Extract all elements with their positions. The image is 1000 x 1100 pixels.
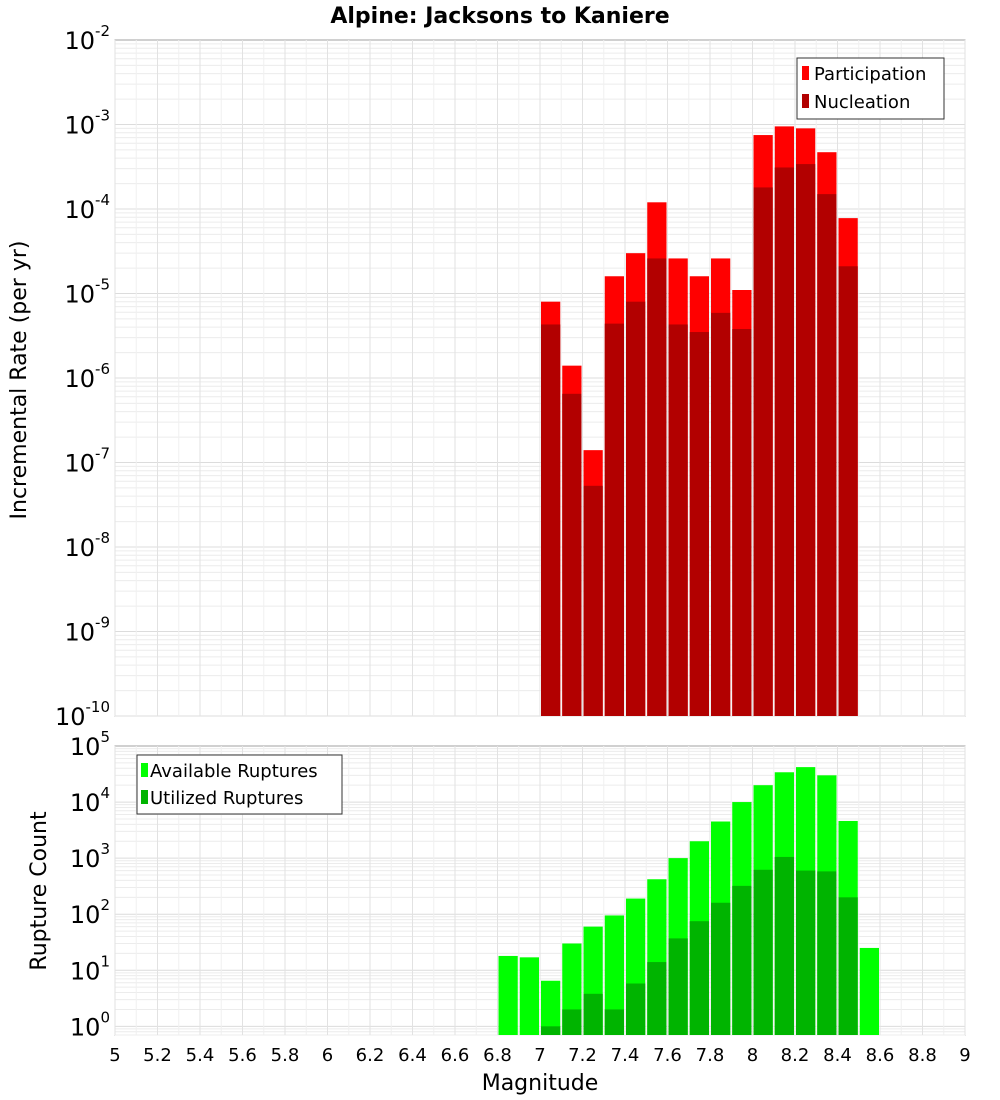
legend-label-available: Available Ruptures bbox=[150, 761, 318, 782]
rate-y-tick-label: 10-7 bbox=[64, 445, 110, 478]
x-tick-label: 5 bbox=[109, 1045, 120, 1066]
legend-label-nucleation: Nucleation bbox=[814, 92, 910, 113]
rate-bars bbox=[541, 126, 858, 717]
legend-swatch-available bbox=[141, 763, 148, 777]
rate-bar-nucleation bbox=[711, 312, 731, 716]
count-bar-available-ruptures bbox=[859, 947, 879, 1035]
rate-y-tick-label: 10-6 bbox=[64, 360, 110, 393]
count-bar-utilized-ruptures bbox=[626, 983, 646, 1035]
count-bar-available-ruptures bbox=[519, 957, 539, 1035]
count-bar-utilized-ruptures bbox=[668, 938, 688, 1035]
x-tick-label: 8.2 bbox=[781, 1045, 810, 1066]
rate-bar-nucleation bbox=[689, 332, 709, 716]
count-bar-utilized-ruptures bbox=[604, 1009, 624, 1035]
legend-swatch-nucleation bbox=[802, 94, 809, 108]
count-legend-box bbox=[136, 754, 343, 815]
count-bar-available-ruptures bbox=[604, 915, 624, 1035]
rate-y-tick-label: 10-8 bbox=[64, 529, 110, 562]
count-bar-utilized-ruptures bbox=[838, 897, 858, 1035]
count-y-tick-label: 101 bbox=[70, 952, 110, 985]
x-tick-label: 7.2 bbox=[568, 1045, 597, 1066]
count-panel: 100 101 102 103 104 105 Rupture Count Availab… bbox=[27, 728, 966, 1041]
x-tick-label: 6.2 bbox=[356, 1045, 385, 1066]
count-y-tick-label: 102 bbox=[70, 896, 110, 929]
rate-y-tick-label: 10-5 bbox=[64, 276, 110, 309]
x-tick-label: 8.4 bbox=[823, 1045, 852, 1066]
rate-y-axis-label: Incremental Rate (per yr) bbox=[7, 241, 32, 520]
count-bars bbox=[498, 767, 879, 1035]
count-bar-utilized-ruptures bbox=[774, 856, 794, 1035]
count-y-tick-label: 104 bbox=[70, 784, 110, 817]
count-bar-available-ruptures bbox=[498, 955, 518, 1035]
x-tick-label: 7.8 bbox=[696, 1045, 725, 1066]
x-tick-label: 9 bbox=[959, 1045, 970, 1066]
legend-label-participation: Participation bbox=[814, 64, 926, 85]
rate-bar-nucleation bbox=[626, 301, 646, 716]
rate-bar-nucleation bbox=[774, 167, 794, 717]
count-bar-utilized-ruptures bbox=[753, 869, 773, 1035]
rate-y-tick-label: 10-2 bbox=[64, 22, 110, 55]
count-bar-utilized-ruptures bbox=[796, 870, 816, 1035]
rate-y-tick-label: 10-3 bbox=[64, 107, 110, 140]
legend-swatch-utilized bbox=[141, 790, 148, 804]
rate-bar-nucleation bbox=[604, 323, 624, 716]
rate-y-tick-label: 10-10 bbox=[55, 698, 110, 731]
rate-bar-nucleation bbox=[732, 329, 752, 716]
count-y-tick-label: 103 bbox=[70, 840, 110, 873]
count-bar-utilized-ruptures bbox=[732, 885, 752, 1035]
x-tick-label: 7 bbox=[534, 1045, 545, 1066]
count-y-ticks: 100 101 102 103 104 105 bbox=[70, 728, 110, 1041]
rate-bar-nucleation bbox=[562, 393, 582, 716]
legend-label-utilized: Utilized Ruptures bbox=[150, 788, 303, 809]
rate-bar-nucleation bbox=[838, 266, 858, 716]
x-tick-label: 8 bbox=[747, 1045, 758, 1066]
x-tick-label: 6.8 bbox=[483, 1045, 512, 1066]
x-tick-label: 6 bbox=[322, 1045, 333, 1066]
rate-bar-nucleation bbox=[753, 187, 773, 717]
x-tick-label: 6.4 bbox=[398, 1045, 427, 1066]
count-bar-utilized-ruptures bbox=[647, 962, 667, 1035]
x-tick-label: 8.6 bbox=[866, 1045, 895, 1066]
count-bar-utilized-ruptures bbox=[817, 871, 837, 1035]
rate-bar-nucleation bbox=[817, 194, 837, 716]
x-tick-label: 7.4 bbox=[611, 1045, 640, 1066]
rate-y-tick-label: 10-4 bbox=[64, 191, 110, 224]
rate-bar-nucleation bbox=[668, 324, 688, 716]
x-axis-label: Magnitude bbox=[482, 1071, 599, 1096]
rate-legend: Participation Nucleation bbox=[796, 57, 945, 120]
count-y-axis-label: Rupture Count bbox=[27, 811, 52, 971]
x-tick-label: 5.4 bbox=[186, 1045, 215, 1066]
count-bar-utilized-ruptures bbox=[562, 1009, 582, 1035]
legend-swatch-participation bbox=[802, 66, 809, 80]
count-y-tick-label: 100 bbox=[70, 1008, 110, 1041]
count-y-tick-label: 105 bbox=[70, 728, 110, 761]
count-bar-utilized-ruptures bbox=[541, 1026, 561, 1035]
rate-legend-box bbox=[796, 57, 945, 120]
rate-y-ticks: 10-10 10-9 10-8 10-7 10-6 10-5 10-4 10-3 10-2 bbox=[55, 22, 110, 731]
count-legend: Available Ruptures Utilized Ruptures bbox=[136, 754, 343, 815]
rate-y-tick-label: 10-9 bbox=[64, 614, 110, 647]
rate-bar-nucleation bbox=[541, 324, 561, 716]
x-tick-label: 7.6 bbox=[653, 1045, 682, 1066]
count-bar-utilized-ruptures bbox=[583, 993, 603, 1035]
count-bar-utilized-ruptures bbox=[711, 902, 731, 1035]
rate-panel: 10-10 10-9 10-8 10-7 10-6 10-5 10-4 10-3 10-2 In… bbox=[7, 22, 966, 731]
x-tick-label: 6.6 bbox=[441, 1045, 470, 1066]
chart-title: Alpine: Jacksons to Kaniere bbox=[330, 4, 669, 29]
rate-bar-nucleation bbox=[647, 258, 667, 716]
rate-grid bbox=[114, 40, 966, 717]
x-tick-label: 5.2 bbox=[143, 1045, 172, 1066]
x-tick-labels: 5 5.2 5.4 5.6 5.8 6 6.2 6.4 6.6 6.8 7 7.2 7.4 7.6 7.8 8… bbox=[109, 1045, 970, 1066]
x-tick-label: 8.8 bbox=[908, 1045, 937, 1066]
count-bar-available-ruptures bbox=[541, 980, 561, 1035]
count-bar-utilized-ruptures bbox=[689, 921, 709, 1035]
rate-bar-nucleation bbox=[796, 164, 816, 716]
rate-bar-nucleation bbox=[583, 485, 603, 716]
x-tick-label: 5.6 bbox=[228, 1045, 257, 1066]
x-tick-label: 5.8 bbox=[271, 1045, 300, 1066]
